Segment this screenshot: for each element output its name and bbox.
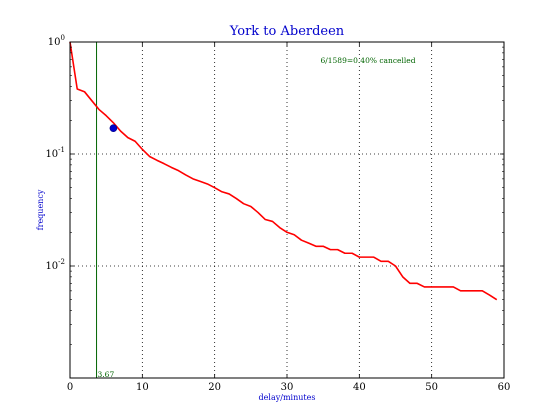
x-tick-label: 0	[67, 382, 73, 393]
series-layer	[69, 41, 498, 301]
y-axis-label: frequency	[36, 189, 45, 230]
x-tick-labels: 0 10 20 30 40 50 60	[67, 382, 511, 393]
grid-lines	[70, 42, 504, 378]
x-tick-label: 40	[353, 382, 366, 393]
y-tick-labels: 100 10-1 10-2	[45, 34, 65, 272]
vline-label: 3.67	[98, 370, 115, 379]
x-tick-label: 10	[136, 382, 149, 393]
tick-marks	[69, 41, 505, 378]
chart-title: York to Aberdeen	[229, 24, 345, 39]
cancelled-annotation: 6/1589=0.40% cancelled	[320, 56, 415, 65]
x-tick-label: 30	[281, 382, 294, 393]
y-tick-label: 10-1	[45, 146, 65, 160]
x-tick-label: 60	[498, 382, 511, 393]
x-tick-label: 20	[208, 382, 221, 393]
x-axis-label: delay/minutes	[259, 393, 316, 402]
marker-point	[109, 124, 118, 132]
x-tick-label: 50	[425, 382, 438, 393]
series-line	[69, 41, 498, 301]
y-tick-label: 10-2	[45, 258, 65, 272]
marker-layer	[109, 124, 118, 132]
y-tick-label: 100	[48, 34, 65, 48]
